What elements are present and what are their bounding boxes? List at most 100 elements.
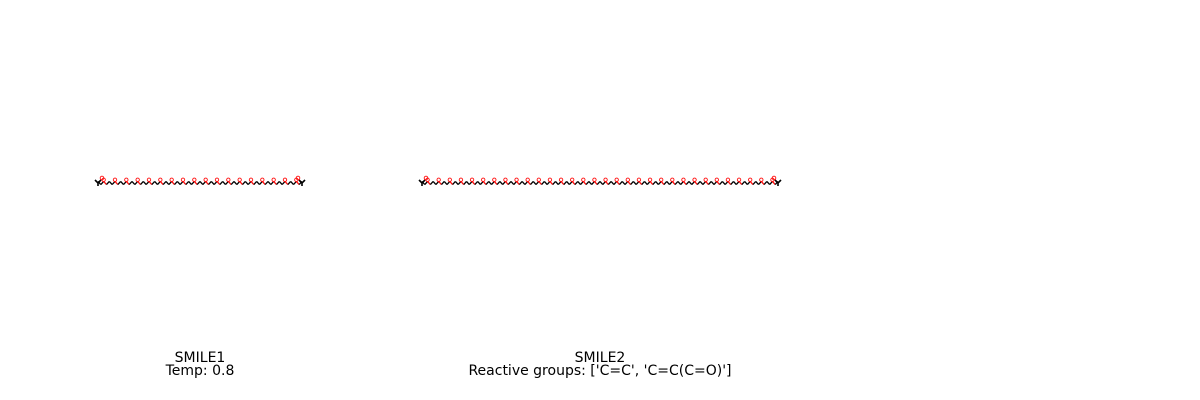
backbone-bond <box>588 180 593 186</box>
oxygen-atom <box>214 177 220 182</box>
backbone-bond <box>128 180 133 186</box>
oxygen-atom <box>636 177 642 182</box>
backbone-bond <box>685 180 690 186</box>
backbone-bond <box>429 180 434 186</box>
panel-smile2-info: Reactive groups: ['C=C', 'C=C(C=O)'] <box>468 363 732 379</box>
backbone-bond <box>259 180 263 186</box>
backbone-bond <box>552 180 556 186</box>
backbone-bond <box>721 180 726 186</box>
oxygen-atom <box>759 177 764 182</box>
backbone-bond <box>707 180 712 186</box>
backbone-bond <box>674 180 679 186</box>
chain-terminal-right <box>298 179 306 186</box>
oxygen-atom <box>703 177 708 182</box>
oxygen-atom <box>714 177 719 182</box>
oxygen-bond <box>694 180 698 186</box>
oxygen-bond <box>616 180 620 186</box>
backbone-bond <box>293 180 297 186</box>
backbone-bond <box>710 180 715 186</box>
oxygen-atom <box>447 177 452 182</box>
backbone-bond <box>140 180 144 186</box>
oxygen-bond <box>571 180 576 186</box>
backbone-bond <box>157 180 161 186</box>
backbone-bond <box>162 180 167 186</box>
backbone-bond <box>502 180 506 186</box>
oxygen-bond <box>582 180 587 186</box>
oxygen-bond <box>516 180 520 186</box>
oxygen-bond <box>493 180 498 186</box>
oxygen-atom <box>492 177 497 182</box>
backbone-bond <box>518 180 523 186</box>
oxygen-bond <box>125 180 130 186</box>
oxygen-atom <box>158 177 163 182</box>
backbone-bond <box>646 180 651 186</box>
backbone-bond <box>541 180 545 186</box>
backbone-bond <box>735 180 740 186</box>
oxygen-bond <box>649 180 654 186</box>
oxygen-bond <box>216 180 221 186</box>
oxygen-bond <box>438 180 442 186</box>
oxygen-atom <box>736 177 742 182</box>
chain-terminal-left <box>94 179 102 186</box>
backbone-bond <box>421 180 426 186</box>
backbone-bond <box>142 180 147 186</box>
oxygen-bond <box>159 180 164 186</box>
oxygen-bond <box>148 180 153 186</box>
oxygen-atom <box>135 177 140 182</box>
oxygen-bond <box>449 180 454 186</box>
oxygen-atom <box>146 177 152 182</box>
backbone-bond <box>602 180 607 186</box>
backbone-bond <box>236 180 241 186</box>
oxygen-bond <box>471 180 476 186</box>
backbone-bond <box>666 180 671 186</box>
backbone-bond <box>521 180 526 186</box>
backbone-bond <box>117 180 122 186</box>
oxygen-atom <box>536 177 541 182</box>
oxygen-atom <box>481 177 486 182</box>
backbone-bond <box>134 180 139 186</box>
oxygen-atom <box>203 177 208 182</box>
oxygen-bond <box>593 180 598 186</box>
backbone-bond <box>111 180 116 186</box>
backbone-bond <box>491 180 495 186</box>
chain-terminal-left <box>418 179 426 186</box>
backbone-bond <box>174 180 178 186</box>
backbone-bond <box>510 180 515 186</box>
oxygen-bond <box>638 180 643 186</box>
backbone-bond <box>746 180 751 186</box>
oxygen-atom <box>180 177 186 182</box>
backbone-bond <box>496 180 501 186</box>
oxygen-bond <box>193 180 198 186</box>
backbone-bond <box>618 180 623 186</box>
oxygen-atom <box>581 177 586 182</box>
oxygen-atom <box>558 177 564 182</box>
backbone-bond <box>213 180 218 186</box>
backbone-bond <box>443 180 448 186</box>
backbone-bond <box>699 180 704 186</box>
panel-smile2-caption: SMILE2 Reactive groups: ['C=C', 'C=C(C=O… <box>400 351 800 379</box>
molecule-smile2-structure <box>418 175 782 186</box>
backbone-bond <box>225 180 229 186</box>
backbone-bond <box>424 180 429 186</box>
backbone-bond <box>151 180 156 186</box>
oxygen-bond <box>261 180 266 186</box>
backbone-bond <box>680 180 684 186</box>
backbone-bond <box>176 180 181 186</box>
backbone-bond <box>440 180 445 186</box>
backbone-bond <box>210 180 215 186</box>
backbone-bond <box>219 180 224 186</box>
oxygen-atom <box>681 177 686 182</box>
backbone-bond <box>574 180 579 186</box>
oxygen-bond <box>504 180 509 186</box>
end-oxygen-left <box>423 175 429 181</box>
backbone-bond <box>529 180 534 186</box>
backbone-bond <box>123 180 127 186</box>
backbone-bond <box>635 180 640 186</box>
backbone-bond <box>179 180 184 186</box>
backbone-bond <box>652 180 657 186</box>
backbone-bond <box>613 180 618 186</box>
backbone-bond <box>758 180 762 186</box>
backbone-bond <box>222 180 226 186</box>
backbone-bond <box>188 180 192 186</box>
backbone-bond <box>663 180 668 186</box>
